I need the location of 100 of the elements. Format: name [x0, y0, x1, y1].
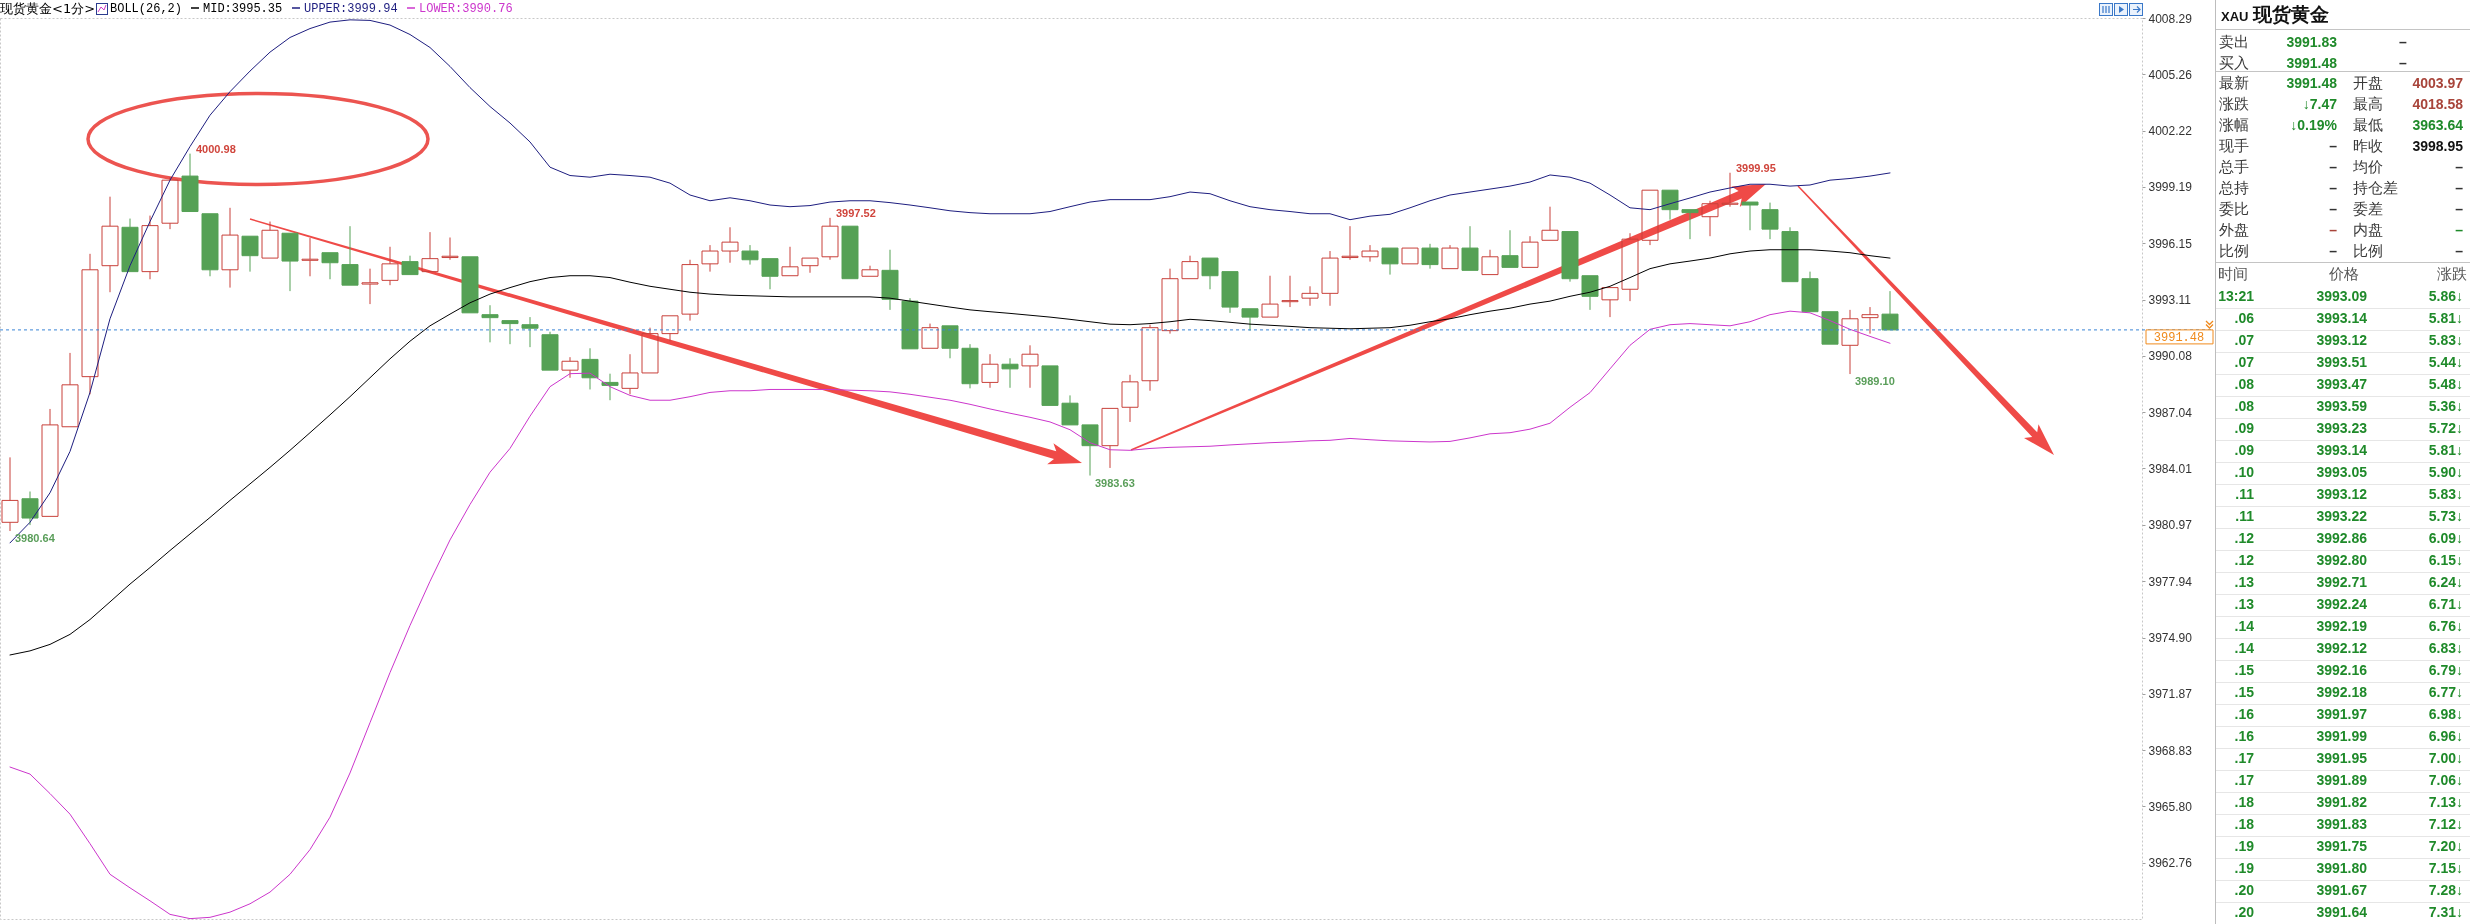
- text: .19 3991.75 7.20↓: [2234, 838, 2463, 854]
- text: .13 3992.24 6.71↓: [2234, 596, 2463, 612]
- text: 13:21 3993.09 5.86↓: [2218, 288, 2463, 304]
- candlestick: [1541, 206, 1559, 241]
- candlestick: [921, 323, 939, 349]
- text: .09 3993.23 5.72↓: [2234, 420, 2463, 436]
- candlestick: [1221, 271, 1239, 314]
- candlestick: [1681, 209, 1699, 240]
- text: 总持 – 持仓差 –: [2219, 178, 2463, 197]
- y-tick-label: 3984.01: [2148, 462, 2193, 476]
- candlestick: [1741, 201, 1759, 231]
- category-label: 价格: [2329, 264, 2359, 283]
- candlestick: [901, 297, 919, 350]
- candlestick: [741, 244, 759, 266]
- annotation: 4000.98: [196, 142, 236, 155]
- y-tick-label: 3974.90: [2148, 631, 2193, 646]
- y-tick-label: 3980.97: [2148, 518, 2193, 533]
- text: .12 3992.80 6.15↓: [2234, 552, 2463, 568]
- candlestick: [1, 456, 19, 532]
- text: .10 3993.05 5.90↓: [2234, 464, 2463, 480]
- candlestick: [1281, 275, 1299, 308]
- text: 涨跌 ↓7.47 最高 4018.58: [2219, 94, 2463, 113]
- candlestick: [101, 196, 119, 293]
- candlestick: [381, 246, 399, 286]
- annotation: 3983.63: [1095, 476, 1135, 489]
- candlestick: [1521, 235, 1539, 268]
- text: .16 3991.99 6.96↓: [2234, 728, 2463, 744]
- y-tick-label: 4005.26: [2148, 67, 2193, 82]
- text: .08 3993.47 5.48↓: [2234, 376, 2463, 392]
- candlestick: [1141, 324, 1159, 392]
- text: .20 3991.64 7.31↓: [2234, 904, 2463, 920]
- candlestick: [481, 304, 499, 343]
- candlestick: [1401, 247, 1419, 265]
- candlestick: [401, 255, 419, 276]
- candlestick: [961, 343, 979, 389]
- text: .15 3992.18 6.77↓: [2234, 684, 2463, 700]
- text: 买入 3991.48 –: [2219, 53, 2407, 72]
- candlestick: [1501, 229, 1519, 268]
- candlestick: [681, 259, 699, 322]
- y-tick-label: 3977.94: [2148, 574, 2193, 589]
- text: 比例 – 比例 –: [2219, 241, 2463, 260]
- y-tick-label: 3999.19: [2148, 180, 2193, 195]
- candlestick: [1021, 344, 1039, 389]
- candlestick: [41, 408, 59, 517]
- y-tick-label: 4002.22: [2148, 124, 2193, 139]
- candlestick: [1201, 257, 1219, 290]
- text: .19 3991.80 7.15↓: [2234, 860, 2463, 876]
- text: .11 3993.12 5.83↓: [2235, 486, 2463, 502]
- candlestick: [581, 347, 599, 390]
- y-tick-label: 3965.80: [2148, 799, 2193, 814]
- candlestick: [1041, 365, 1059, 406]
- candlestick: [1641, 189, 1659, 246]
- candlestick: [81, 253, 99, 395]
- candlestick: [981, 353, 999, 389]
- candlestick: [361, 268, 379, 305]
- candlestick: [701, 244, 719, 273]
- text: .16 3991.97 6.98↓: [2234, 706, 2463, 722]
- candlestick: [1101, 407, 1119, 469]
- text: .18 3991.82 7.13↓: [2234, 794, 2463, 810]
- text: .17 3991.95 7.00↓: [2234, 750, 2463, 766]
- legend-label: UPPER:3999.94: [304, 2, 398, 16]
- candlestick: [601, 373, 619, 401]
- text: .20 3991.67 7.28↓: [2234, 882, 2463, 898]
- candlestick: [161, 176, 179, 230]
- candlestick: [321, 252, 339, 280]
- candlestick: [121, 218, 139, 273]
- candlestick: [1441, 244, 1459, 270]
- text: .14 3992.12 6.83↓: [2234, 640, 2463, 656]
- candlestick: [421, 231, 439, 273]
- candlestick: [1821, 311, 1839, 345]
- annotation: 3989.10: [1855, 375, 1895, 388]
- y-tick-label: 3987.04: [2148, 405, 2193, 420]
- legend-title: BOLL(26,2): [110, 2, 183, 16]
- candlestick: [1861, 306, 1879, 335]
- candlestick: [21, 491, 39, 526]
- candlestick: [661, 315, 679, 342]
- candlestick: [561, 356, 579, 379]
- candlestick: [1601, 287, 1619, 318]
- candlestick: [1881, 290, 1899, 331]
- candlestick: [1081, 424, 1099, 477]
- text: .12 3992.86 6.09↓: [2234, 530, 2463, 546]
- category-label: 涨跌: [2437, 264, 2467, 283]
- candlestick: [1661, 189, 1679, 221]
- candlestick: [241, 235, 259, 273]
- legend-label: MID:3995.35: [203, 2, 283, 16]
- text: .06 3993.14 5.81↓: [2234, 310, 2463, 326]
- candlestick: [1781, 226, 1799, 283]
- y-tick-label: 3962.76: [2148, 856, 2193, 871]
- text: .07 3993.12 5.83↓: [2234, 332, 2463, 348]
- candlestick: [1241, 308, 1259, 332]
- candlestick: [1321, 250, 1339, 307]
- candlestick: [341, 225, 359, 286]
- candlestick: [1801, 271, 1819, 313]
- candlestick: [801, 257, 819, 274]
- text: .13 3992.71 6.24↓: [2234, 574, 2463, 590]
- chart-title: 现货黄金<1分>: [0, 1, 96, 16]
- text: .07 3993.51 5.44↓: [2234, 354, 2463, 370]
- candlestick: [1721, 172, 1739, 208]
- candlestick: [1161, 268, 1179, 335]
- candlestick: [1301, 285, 1319, 307]
